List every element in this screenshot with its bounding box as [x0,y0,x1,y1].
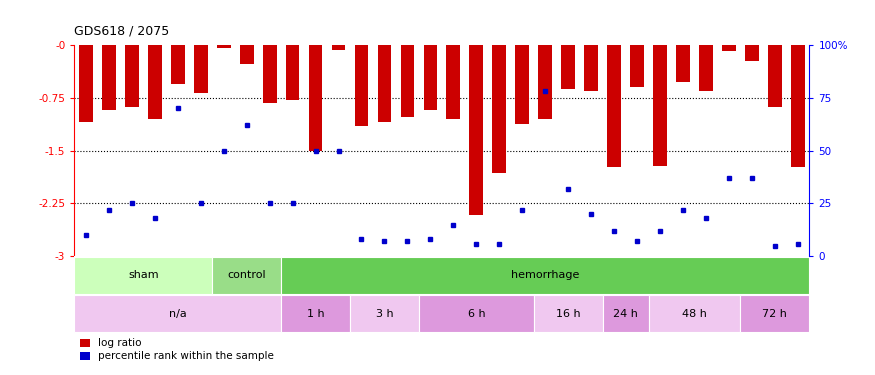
Bar [213,257,281,294]
Bar [281,296,350,332]
Bar [470,45,483,215]
Bar [401,45,415,117]
Bar [493,45,507,173]
Bar [171,45,185,84]
Bar [699,45,713,92]
Bar [194,45,207,93]
Bar [102,45,116,111]
Bar [791,45,805,167]
Bar [285,45,299,100]
Bar [538,45,552,119]
Bar [419,296,534,332]
Text: n/a: n/a [169,309,186,319]
Bar [424,45,438,111]
Bar [148,45,162,119]
Text: hemorrhage: hemorrhage [511,270,579,280]
Bar [648,296,740,332]
Text: 3 h: 3 h [375,309,393,319]
Bar [722,45,736,51]
Bar [768,45,782,107]
Bar [281,257,809,294]
Bar [630,45,644,87]
Bar [350,296,419,332]
Bar [446,45,460,119]
Text: 16 h: 16 h [556,309,580,319]
Text: GDS618 / 2075: GDS618 / 2075 [74,24,170,38]
Bar [653,45,667,166]
Bar [309,45,323,151]
Bar [74,257,213,294]
Text: 1 h: 1 h [307,309,325,319]
Bar [332,45,346,50]
Bar [217,45,231,48]
Text: control: control [228,270,266,280]
Bar [74,296,281,332]
Bar [515,45,529,124]
Text: 24 h: 24 h [613,309,638,319]
Bar [354,45,368,126]
Text: 72 h: 72 h [762,309,788,319]
Bar [603,296,648,332]
Bar [740,296,809,332]
Bar [79,45,93,123]
Bar [746,45,759,61]
Bar [240,45,254,64]
Bar [262,45,276,103]
Bar [378,45,391,123]
Text: 6 h: 6 h [467,309,485,319]
Bar [562,45,575,89]
Bar [607,45,621,167]
Bar [584,45,598,92]
Text: 48 h: 48 h [682,309,707,319]
Bar [676,45,690,82]
Bar [125,45,138,107]
Legend: log ratio, percentile rank within the sample: log ratio, percentile rank within the sa… [80,338,274,362]
Text: sham: sham [128,270,158,280]
Bar [534,296,603,332]
